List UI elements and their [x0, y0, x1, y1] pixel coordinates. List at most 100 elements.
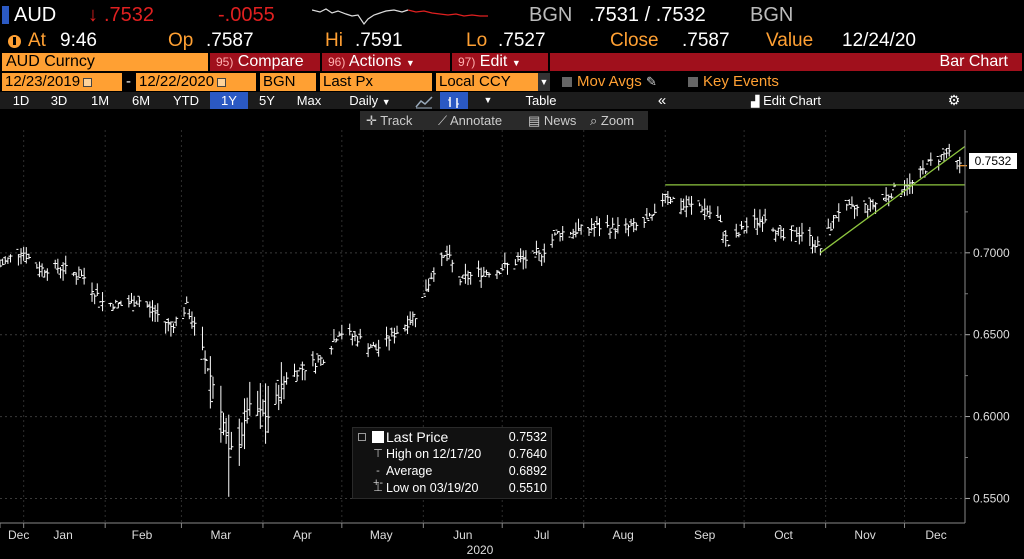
checkbox-icon[interactable] — [562, 77, 572, 88]
news-tool[interactable]: ▤ News — [528, 111, 576, 130]
price-bar — [855, 204, 860, 217]
price-bar — [605, 214, 610, 228]
annotate-tool[interactable]: ⟋ Annotate — [438, 111, 502, 130]
low-label: Lo — [466, 30, 488, 51]
bar-chart-icon[interactable] — [440, 92, 468, 109]
edit-button[interactable]: 97) Edit ▼ — [452, 53, 548, 71]
price-bar — [292, 363, 297, 377]
table-button[interactable]: Table — [525, 93, 557, 108]
price-bar — [531, 250, 536, 254]
period-1d[interactable]: 1D — [12, 93, 30, 108]
frequency-select[interactable]: Daily ▼ — [334, 92, 406, 109]
collapse-legend-icon[interactable] — [358, 433, 366, 441]
period-max[interactable]: Max — [296, 93, 322, 108]
track-label: Track — [380, 113, 413, 128]
price-bar — [928, 152, 933, 166]
price-bar — [155, 303, 160, 322]
average-marker-icon: -+- — [372, 465, 384, 489]
line-chart-icon[interactable] — [410, 92, 438, 109]
price-bar — [355, 336, 360, 347]
price-bar — [552, 230, 557, 236]
at-label: At — [28, 30, 46, 51]
calendar-icon[interactable] — [83, 77, 93, 87]
key-events-label: Key Events — [703, 73, 779, 90]
price-chart[interactable]: 0.7000 0.6500 0.6000 0.5500 Dec Jan Feb Mar Apr… — [0, 130, 1024, 559]
chart-legend[interactable]: Last Price 0.7532 ⊤ High on 12/17/20 0.7… — [352, 427, 552, 499]
currency-select[interactable]: Local CCY ▼ — [436, 73, 550, 91]
period-1y[interactable]: 1Y — [210, 92, 248, 109]
legend-average-label: Average — [386, 464, 433, 478]
price-bar — [281, 376, 286, 400]
chevron-down-icon[interactable]: ▼ — [538, 73, 550, 91]
price-bar — [189, 311, 194, 329]
price-bar — [660, 193, 665, 207]
open-value: .7587 — [206, 30, 254, 51]
security-field[interactable]: AUD Curncy — [2, 53, 208, 71]
price-bar — [623, 218, 628, 234]
field-select[interactable]: Last Px — [320, 73, 432, 91]
price-bar — [163, 321, 168, 334]
actions-button[interactable]: 96) Actions ▼ — [322, 53, 450, 71]
value-label: Value — [766, 30, 814, 51]
price-bar — [684, 195, 689, 218]
x-tick-label: Feb — [132, 528, 153, 542]
period-5y[interactable]: 5Y — [259, 93, 275, 108]
price-bar — [781, 228, 786, 241]
mov-avgs-toggle[interactable]: Mov Avgs ✎ — [562, 73, 657, 91]
price-bar — [310, 351, 315, 367]
price-bar — [303, 364, 308, 381]
price-bar — [586, 227, 591, 236]
price-bar — [413, 313, 418, 328]
compare-button[interactable]: 95) Compare — [210, 53, 320, 71]
price-tag: 0.7532 — [975, 154, 1012, 168]
price-bar — [742, 226, 747, 234]
high-label: Hi — [325, 30, 343, 51]
price-bar — [108, 302, 113, 307]
price-bar — [384, 326, 389, 347]
price-bar — [744, 217, 749, 234]
gear-icon[interactable]: ⚙ — [947, 92, 961, 108]
news-icon: ▤ — [528, 113, 541, 128]
price-bar — [881, 193, 886, 201]
price-bars — [0, 143, 962, 497]
chart-style-dropdown-icon[interactable]: ▼ — [483, 95, 493, 105]
period-6m[interactable]: 6M — [131, 93, 151, 108]
price-bar — [334, 338, 339, 343]
price-bar — [92, 293, 97, 305]
period-ytd[interactable]: YTD — [173, 93, 199, 108]
price-bar — [886, 194, 891, 207]
ticker[interactable]: AUD — [14, 4, 57, 26]
zoom-tool[interactable]: ⌕ Zoom — [590, 111, 634, 130]
price-bar — [358, 328, 363, 340]
calendar-icon[interactable] — [217, 77, 227, 87]
end-date: 12/22/2020 — [139, 73, 215, 90]
price-bar — [542, 243, 547, 263]
price-bar — [266, 385, 271, 433]
price-bar — [852, 205, 857, 219]
start-date-field[interactable]: 12/23/2019 — [2, 73, 122, 91]
checkbox-icon[interactable] — [688, 77, 698, 88]
end-date-field[interactable]: 12/22/2020 — [136, 73, 256, 91]
key-events-toggle[interactable]: Key Events — [688, 73, 779, 91]
pencil-icon[interactable]: ✎ — [645, 74, 657, 89]
price-bar — [224, 417, 229, 444]
value-date: 12/24/20 — [842, 30, 916, 51]
price-bar — [579, 224, 584, 235]
price-bar — [274, 382, 279, 405]
price-bar — [941, 148, 946, 162]
period-3d[interactable]: 3D — [50, 93, 68, 108]
price-bar — [368, 343, 373, 349]
edit-number: 97) — [458, 55, 476, 69]
chart-type-button[interactable]: Bar Chart — [550, 53, 1022, 71]
actions-dropdown-icon: ▼ — [405, 58, 415, 68]
price-bar — [718, 214, 723, 223]
price-bar — [329, 345, 334, 355]
source-field[interactable]: BGN — [260, 73, 316, 91]
track-tool[interactable]: ✛ Track — [366, 111, 412, 130]
last-price: .7532 — [104, 4, 155, 26]
collapse-icon[interactable]: « — [657, 92, 667, 109]
price-bar — [515, 252, 520, 262]
period-1m[interactable]: 1M — [90, 93, 110, 108]
edit-chart-button[interactable]: ▟ Edit Chart — [738, 92, 834, 109]
price-bar — [255, 390, 260, 416]
